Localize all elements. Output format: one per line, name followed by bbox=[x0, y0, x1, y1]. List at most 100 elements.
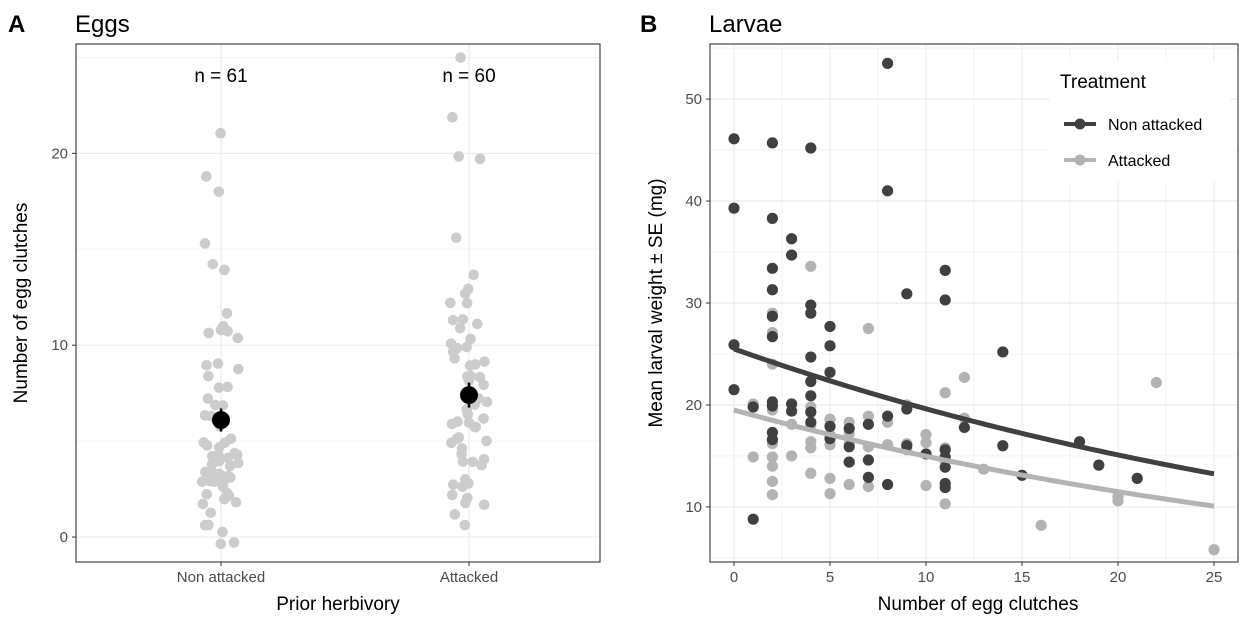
egg-clutch-point bbox=[224, 460, 236, 472]
egg-clutch-point bbox=[474, 153, 486, 165]
panel-b-x-tick-label: 10 bbox=[918, 569, 935, 586]
attacked-point bbox=[1112, 495, 1124, 507]
attacked-point bbox=[805, 442, 817, 454]
attacked-point bbox=[1208, 544, 1220, 556]
egg-clutch-point bbox=[232, 457, 244, 469]
egg-clutch-point bbox=[453, 432, 465, 443]
non-attacked-point bbox=[824, 320, 836, 333]
attacked-point bbox=[1150, 376, 1162, 389]
egg-clutch-point bbox=[225, 433, 237, 445]
non-attacked-point bbox=[939, 294, 951, 306]
egg-clutch-point bbox=[202, 393, 214, 404]
panel-b-x-tick-label: 0 bbox=[730, 569, 738, 586]
non-attacked-point bbox=[882, 410, 894, 422]
non-attacked-point bbox=[862, 471, 875, 483]
non-attacked-point bbox=[805, 406, 817, 418]
legend-label-non-attacked: Non attacked bbox=[1108, 117, 1202, 134]
non-attacked-point bbox=[862, 418, 875, 430]
panel-b-title: Larvae bbox=[709, 11, 782, 38]
panel-b-x-axis-title: Number of egg clutches bbox=[878, 594, 1079, 615]
panel-a-border bbox=[75, 43, 601, 563]
non-attacked-point bbox=[728, 133, 740, 145]
egg-clutch-point bbox=[478, 413, 489, 424]
egg-clutch-point bbox=[219, 264, 230, 276]
egg-clutch-point bbox=[460, 497, 471, 509]
egg-clutch-point bbox=[196, 476, 208, 487]
non-attacked-point bbox=[766, 400, 779, 412]
mean-point bbox=[460, 386, 478, 405]
non-attacked-point bbox=[882, 57, 894, 69]
attacked-point bbox=[939, 498, 951, 510]
panel-b-y-tick-label: 20 bbox=[685, 397, 702, 414]
egg-clutch-point bbox=[450, 232, 462, 244]
panel-b-y-tick-label: 10 bbox=[685, 499, 702, 516]
attacked-point bbox=[766, 460, 779, 472]
attacked-point bbox=[805, 260, 817, 272]
non-attacked-point bbox=[766, 284, 779, 296]
non-attacked-point bbox=[805, 375, 817, 388]
egg-clutch-point bbox=[447, 314, 459, 326]
egg-clutch-point bbox=[465, 333, 476, 345]
panel-a-x-tick-label: Attacked bbox=[440, 569, 498, 586]
attacked-point bbox=[766, 489, 779, 501]
panel-a-y-axis-title: Number of egg clutches bbox=[11, 203, 32, 404]
attacked-point bbox=[920, 428, 932, 441]
mean-point bbox=[212, 411, 230, 430]
attacked-point bbox=[1035, 519, 1047, 531]
egg-clutch-point bbox=[199, 238, 211, 249]
egg-clutch-point bbox=[203, 370, 214, 382]
egg-clutch-point bbox=[478, 453, 490, 465]
egg-clutch-point bbox=[206, 450, 218, 462]
panel-b-y-tick-label: 40 bbox=[685, 193, 702, 210]
panel-a-points bbox=[196, 52, 493, 550]
egg-clutch-point bbox=[478, 499, 490, 511]
egg-clutch-point bbox=[210, 399, 221, 411]
non-attacked-point bbox=[747, 401, 759, 413]
egg-clutch-point bbox=[447, 111, 458, 123]
egg-clutch-point bbox=[449, 509, 461, 520]
panel-a-y-tick-label: 10 bbox=[51, 337, 68, 354]
egg-clutch-point bbox=[201, 171, 212, 182]
non-attacked-point bbox=[805, 142, 817, 154]
egg-clutch-point bbox=[213, 442, 225, 453]
egg-clutch-point bbox=[207, 258, 219, 270]
egg-clutch-point bbox=[462, 283, 474, 295]
egg-clutch-point bbox=[205, 507, 217, 519]
attacked-point bbox=[843, 478, 855, 491]
panel-a-letter: A bbox=[8, 11, 25, 38]
egg-clutch-point bbox=[231, 449, 243, 461]
attacked-point bbox=[824, 488, 836, 500]
non-attacked-point bbox=[805, 390, 817, 402]
non-attacked-point bbox=[824, 340, 836, 352]
egg-clutch-point bbox=[459, 519, 471, 531]
egg-clutch-point bbox=[213, 186, 225, 197]
egg-clutch-point bbox=[445, 338, 457, 349]
panel-b-letter: B bbox=[640, 11, 657, 38]
non-attacked-point bbox=[805, 299, 817, 311]
attacked-point bbox=[824, 472, 836, 484]
egg-clutch-point bbox=[233, 363, 244, 375]
panel-b-y-tick-label: 30 bbox=[685, 295, 702, 312]
egg-clutch-point bbox=[447, 489, 458, 501]
egg-clutch-point bbox=[217, 526, 228, 538]
non-attacked-point bbox=[766, 434, 779, 446]
egg-clutch-point bbox=[461, 297, 473, 309]
egg-clutch-point bbox=[206, 459, 218, 470]
egg-clutch-point bbox=[452, 416, 463, 427]
non-attacked-point bbox=[882, 185, 894, 197]
non-attacked-point bbox=[805, 416, 817, 428]
egg-clutch-point bbox=[203, 327, 214, 339]
egg-clutch-point bbox=[201, 359, 212, 371]
egg-clutch-point bbox=[221, 487, 233, 499]
panel-a-ticks: 0 10 20 Non attacked Attacked bbox=[51, 145, 498, 586]
egg-clutch-point bbox=[461, 341, 473, 353]
non-attacked-point bbox=[939, 461, 951, 473]
attacked-point bbox=[862, 480, 875, 493]
egg-clutch-point bbox=[455, 52, 466, 63]
non-attacked-point bbox=[805, 307, 817, 319]
legend-label-attacked: Attacked bbox=[1108, 153, 1170, 170]
panel-a-title: Eggs bbox=[75, 11, 130, 38]
fit-line-attacked bbox=[733, 407, 1215, 509]
n-label-attacked: n = 60 bbox=[442, 66, 495, 87]
